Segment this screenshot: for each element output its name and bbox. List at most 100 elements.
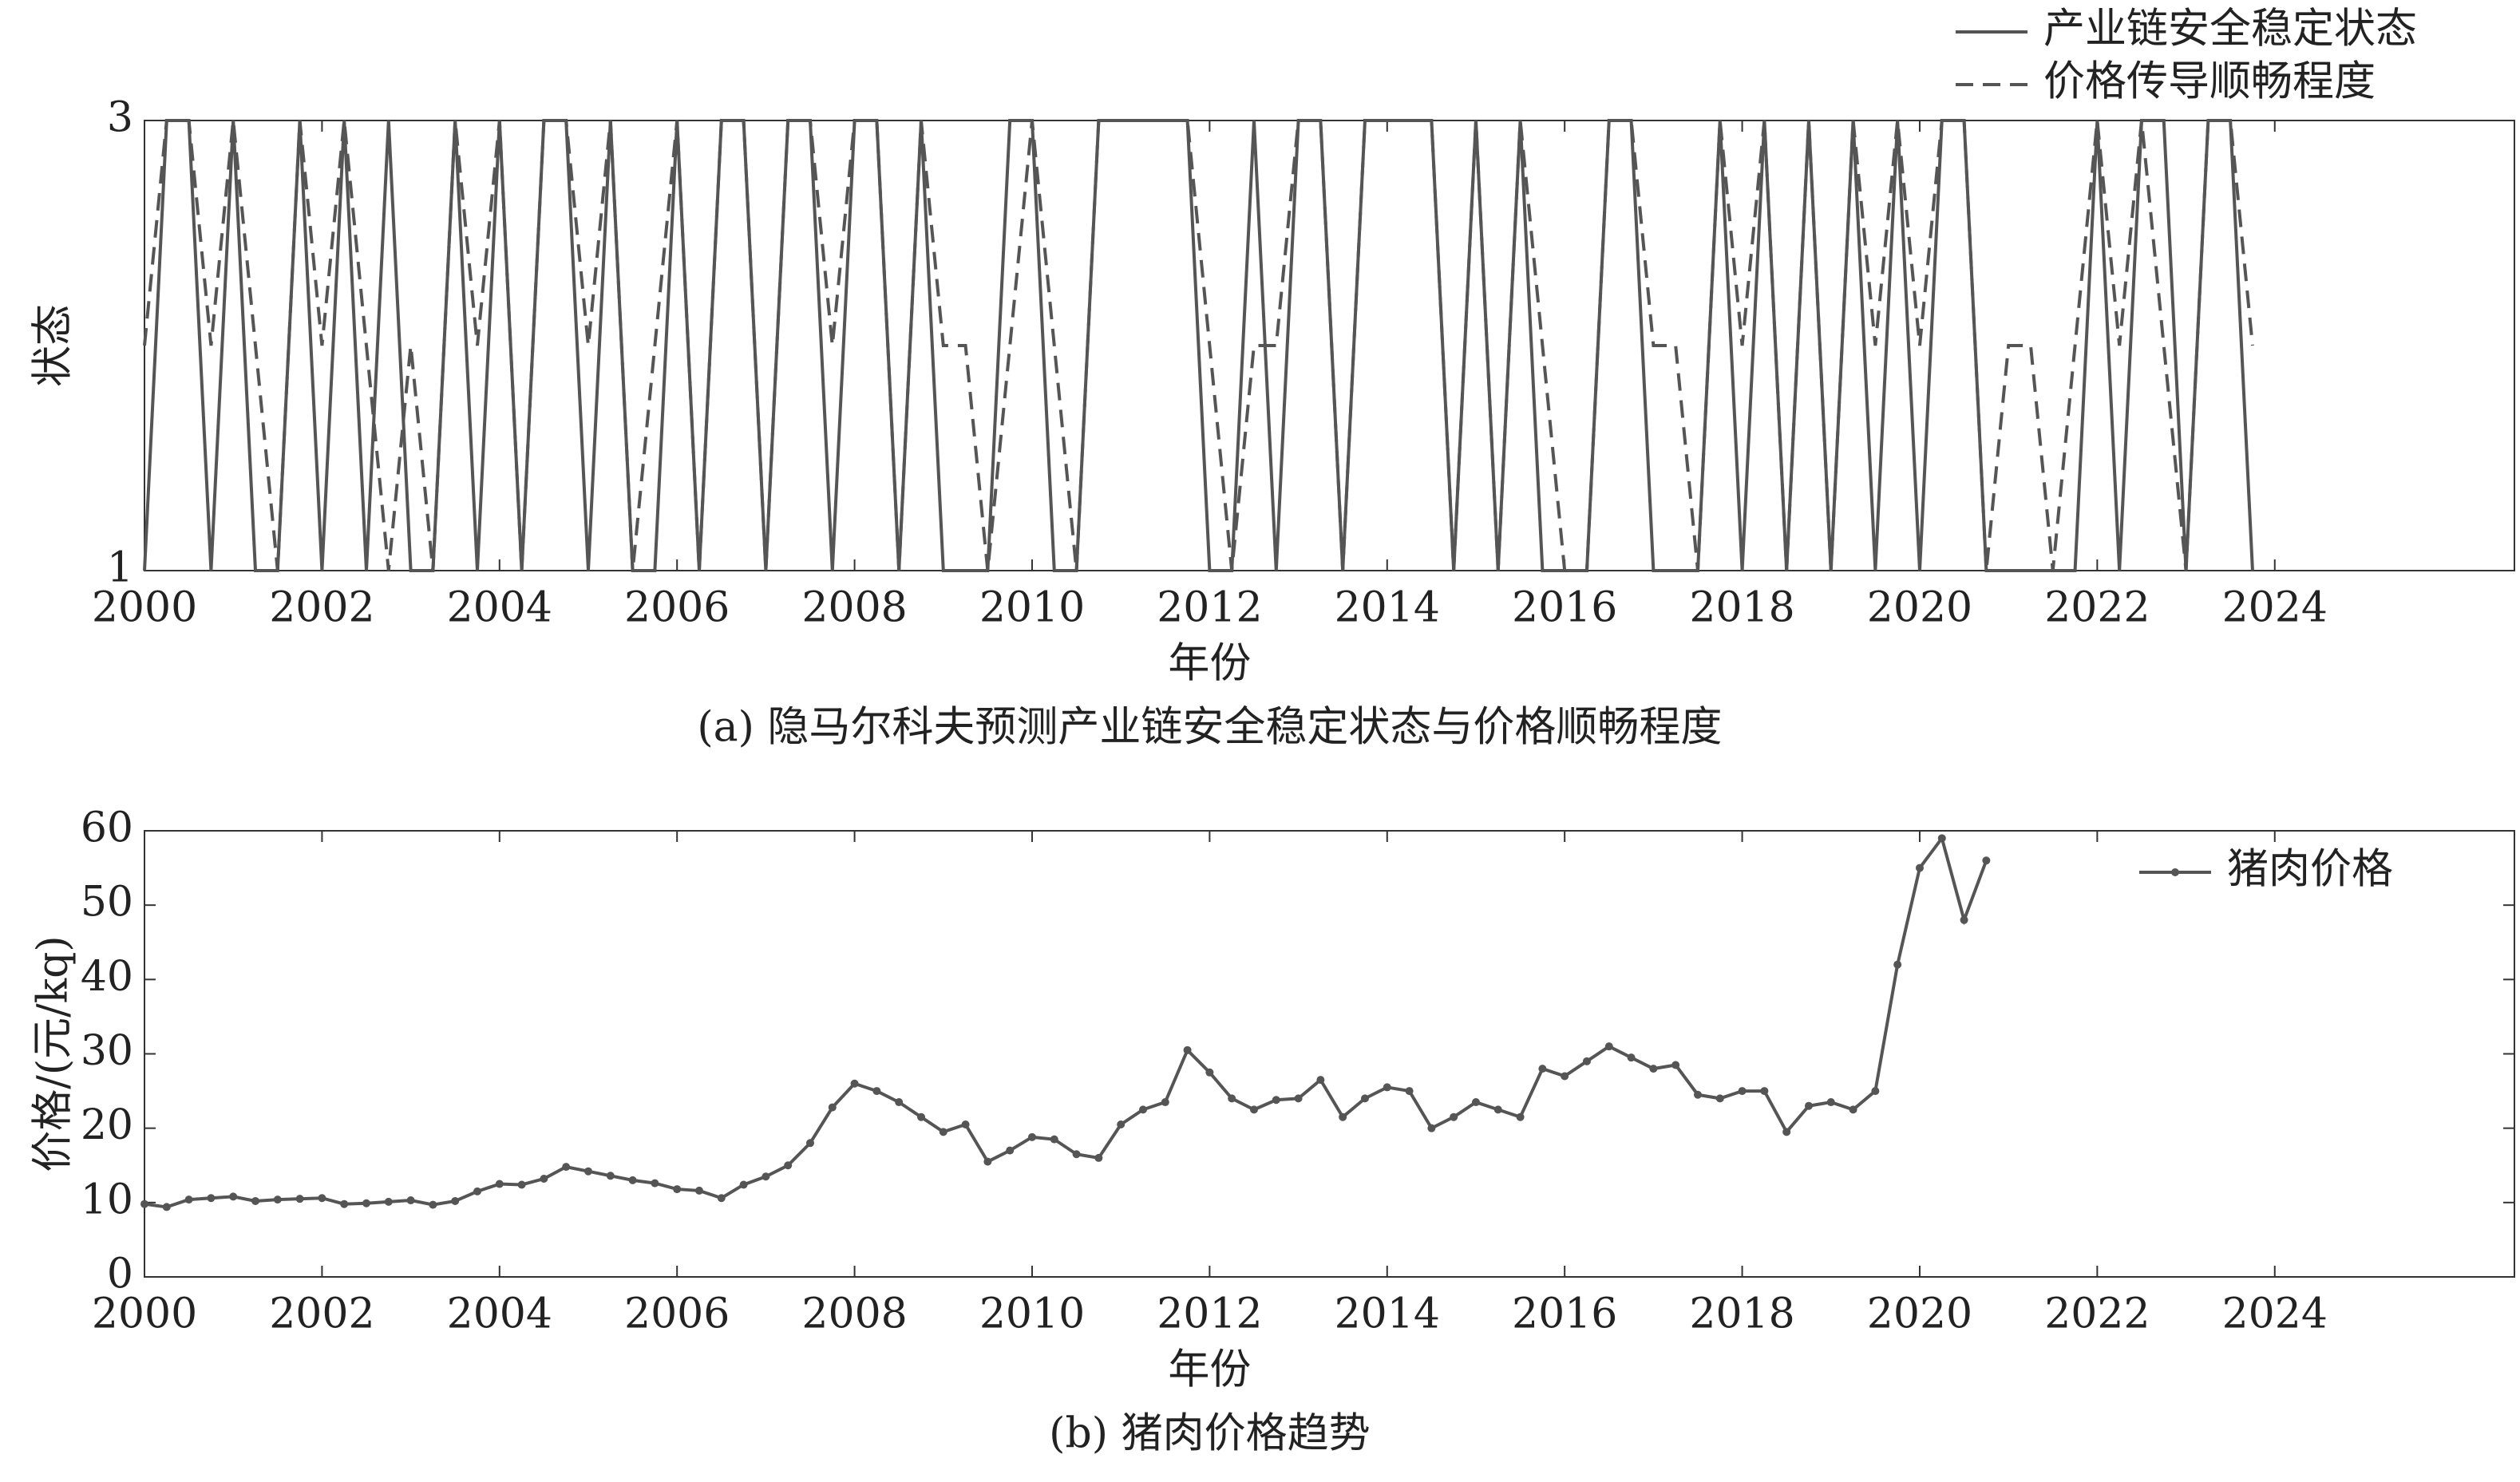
legend-label: 产业链安全稳定状态 — [2043, 6, 2417, 53]
data-point — [1006, 1146, 1015, 1155]
x-tick-label: 2010 — [979, 584, 1085, 632]
data-point — [1982, 856, 1991, 865]
data-point — [1205, 1068, 1214, 1077]
data-point — [562, 1163, 571, 1172]
x-tick-label: 2006 — [624, 584, 730, 632]
data-point — [1582, 1057, 1591, 1065]
y-tick-label: 30 — [81, 1027, 133, 1075]
data-point — [318, 1194, 326, 1203]
x-tick-label: 2004 — [447, 584, 552, 632]
x-tick-label: 2006 — [624, 1290, 730, 1338]
x-tick-label: 2012 — [1157, 1290, 1262, 1338]
data-line — [143, 119, 2254, 572]
x-tick-label: 2024 — [2222, 584, 2328, 632]
data-point — [540, 1175, 548, 1184]
data-point — [1738, 1087, 1747, 1096]
data-point — [1604, 1042, 1613, 1051]
y-tick-label: 40 — [81, 953, 133, 1001]
data-point — [1760, 1087, 1769, 1096]
x-tick-label: 2016 — [1512, 1290, 1617, 1338]
x-tick-label: 2000 — [92, 1290, 197, 1338]
data-point — [1383, 1083, 1391, 1092]
x-axis-label: 年份 — [1168, 640, 1251, 688]
y-axis-label: 状态 — [30, 304, 77, 387]
x-tick-label: 2022 — [2044, 1290, 2150, 1338]
y-tick-label: 20 — [81, 1101, 133, 1149]
x-tick-label: 2008 — [801, 1290, 907, 1338]
legend-label: 价格传导顺畅程度 — [2043, 58, 2376, 106]
data-point — [251, 1196, 259, 1205]
data-point — [229, 1192, 238, 1201]
data-point — [694, 1186, 703, 1195]
y-tick-label: 0 — [107, 1251, 133, 1298]
x-tick-label: 2016 — [1512, 584, 1617, 632]
data-point — [1804, 1101, 1813, 1110]
data-point — [1272, 1096, 1280, 1105]
data-point — [273, 1195, 282, 1204]
data-point — [739, 1180, 748, 1189]
data-point — [1782, 1128, 1791, 1136]
data-point — [651, 1179, 659, 1188]
data-point — [1516, 1112, 1525, 1121]
data-point — [895, 1098, 904, 1107]
data-point — [1915, 864, 1924, 872]
data-point — [207, 1194, 216, 1203]
data-point — [1249, 1105, 1258, 1114]
data-line — [143, 119, 2254, 572]
data-point — [1471, 1098, 1480, 1107]
data-point — [362, 1199, 370, 1207]
y-tick-label: 60 — [81, 804, 133, 852]
data-point — [717, 1194, 726, 1203]
data-point — [1228, 1094, 1236, 1103]
data-point — [1693, 1090, 1702, 1099]
data-point — [1671, 1061, 1680, 1069]
x-tick-label: 2014 — [1335, 1290, 1440, 1338]
data-point — [1960, 915, 1968, 924]
y-tick-label: 10 — [81, 1176, 133, 1223]
data-point — [1161, 1098, 1169, 1107]
data-point — [140, 1199, 148, 1208]
data-point — [628, 1176, 637, 1184]
data-point — [1050, 1135, 1058, 1144]
data-point — [1360, 1094, 1369, 1103]
x-tick-label: 2002 — [269, 584, 374, 632]
data-point — [1094, 1153, 1103, 1162]
data-point — [184, 1195, 193, 1204]
data-point — [406, 1196, 415, 1205]
data-point — [805, 1139, 814, 1148]
x-tick-label: 2004 — [447, 1290, 552, 1338]
y-tick-label: 3 — [107, 94, 133, 142]
data-point — [1627, 1053, 1636, 1062]
data-point — [1405, 1087, 1414, 1096]
data-point — [1027, 1132, 1036, 1141]
x-tick-label: 2022 — [2044, 584, 2150, 632]
x-tick-label: 2000 — [92, 584, 197, 632]
data-point — [1893, 960, 1902, 969]
data-point — [1117, 1120, 1125, 1129]
data-point — [1937, 834, 1946, 843]
data-point — [983, 1157, 992, 1166]
x-tick-label: 2008 — [801, 584, 907, 632]
x-tick-label: 2010 — [979, 1290, 1085, 1338]
data-point — [162, 1203, 171, 1211]
data-point — [1871, 1087, 1880, 1096]
caption: (a) 隐马尔科夫预测产业链安全稳定状态与价格顺畅程度 — [697, 704, 1722, 752]
caption: (b) 猪肉价格趋势 — [1049, 1410, 1370, 1458]
data-point — [1561, 1072, 1569, 1081]
x-tick-label: 2014 — [1335, 584, 1440, 632]
data-point — [451, 1196, 460, 1205]
legend-marker — [2171, 868, 2179, 876]
x-tick-label: 2018 — [1689, 1290, 1794, 1338]
data-point — [584, 1167, 592, 1176]
x-axis-label: 年份 — [1168, 1346, 1251, 1394]
data-point — [1538, 1065, 1547, 1073]
data-point — [1072, 1150, 1081, 1159]
data-point — [1183, 1045, 1192, 1054]
x-tick-label: 2020 — [1867, 1290, 1972, 1338]
data-point — [517, 1180, 526, 1189]
x-tick-label: 2020 — [1867, 584, 1972, 632]
data-point — [916, 1112, 925, 1121]
data-point — [384, 1197, 393, 1206]
data-point — [1849, 1105, 1857, 1114]
